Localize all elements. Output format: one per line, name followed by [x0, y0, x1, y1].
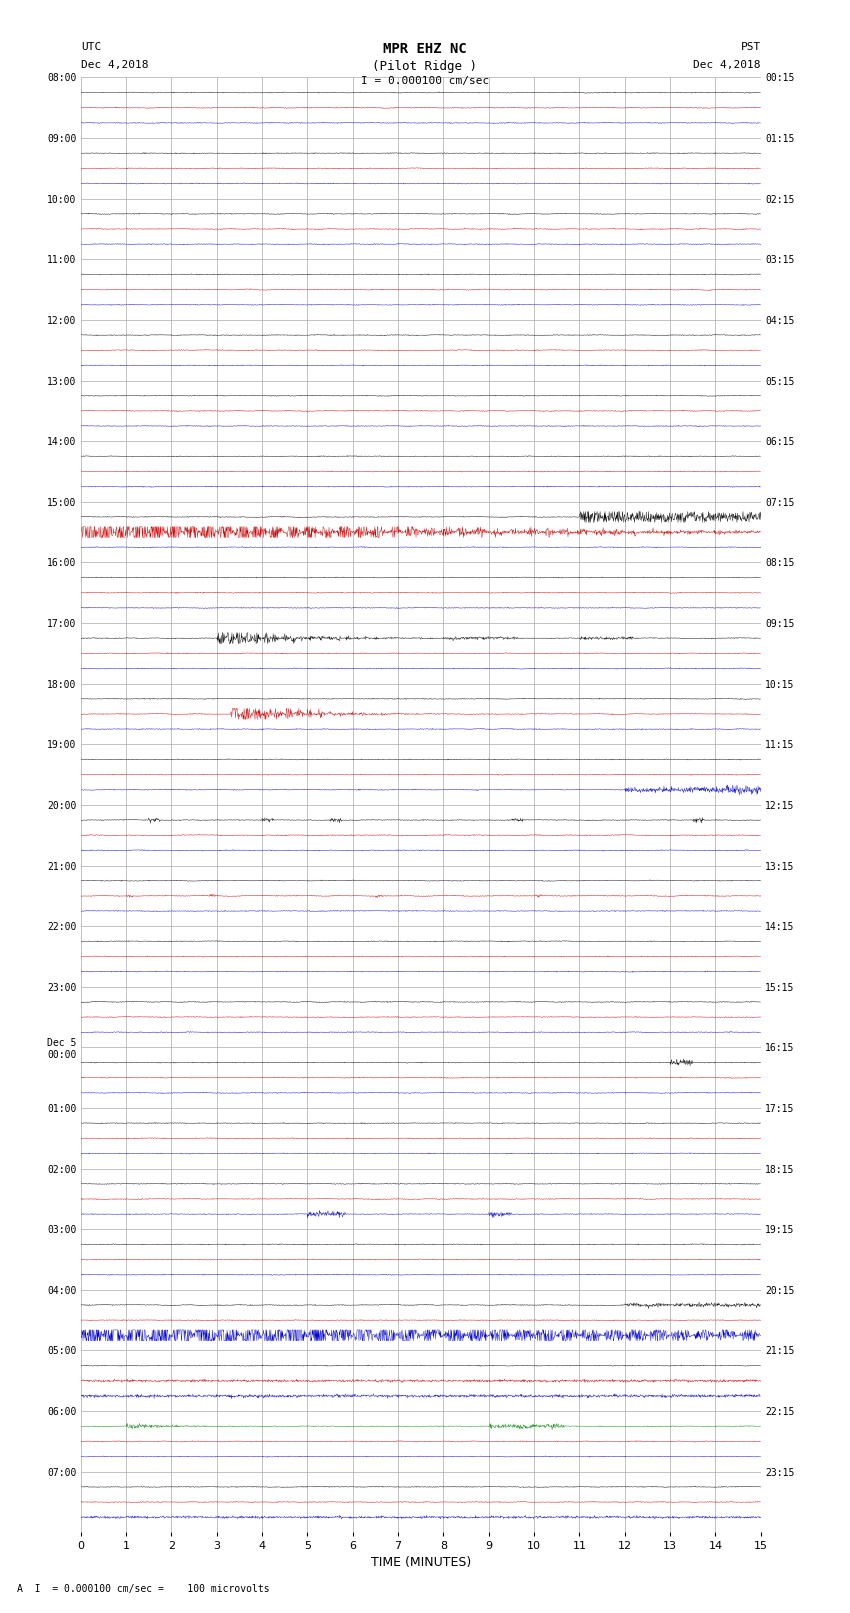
Text: (Pilot Ridge ): (Pilot Ridge )	[372, 60, 478, 73]
Text: Dec 4,2018: Dec 4,2018	[81, 60, 148, 69]
Text: A  I  = 0.000100 cm/sec =    100 microvolts: A I = 0.000100 cm/sec = 100 microvolts	[17, 1584, 269, 1594]
Text: Dec 4,2018: Dec 4,2018	[694, 60, 761, 69]
X-axis label: TIME (MINUTES): TIME (MINUTES)	[371, 1557, 471, 1569]
Text: PST: PST	[740, 42, 761, 52]
Text: UTC: UTC	[81, 42, 101, 52]
Text: MPR EHZ NC: MPR EHZ NC	[383, 42, 467, 56]
Text: I = 0.000100 cm/sec: I = 0.000100 cm/sec	[361, 76, 489, 85]
